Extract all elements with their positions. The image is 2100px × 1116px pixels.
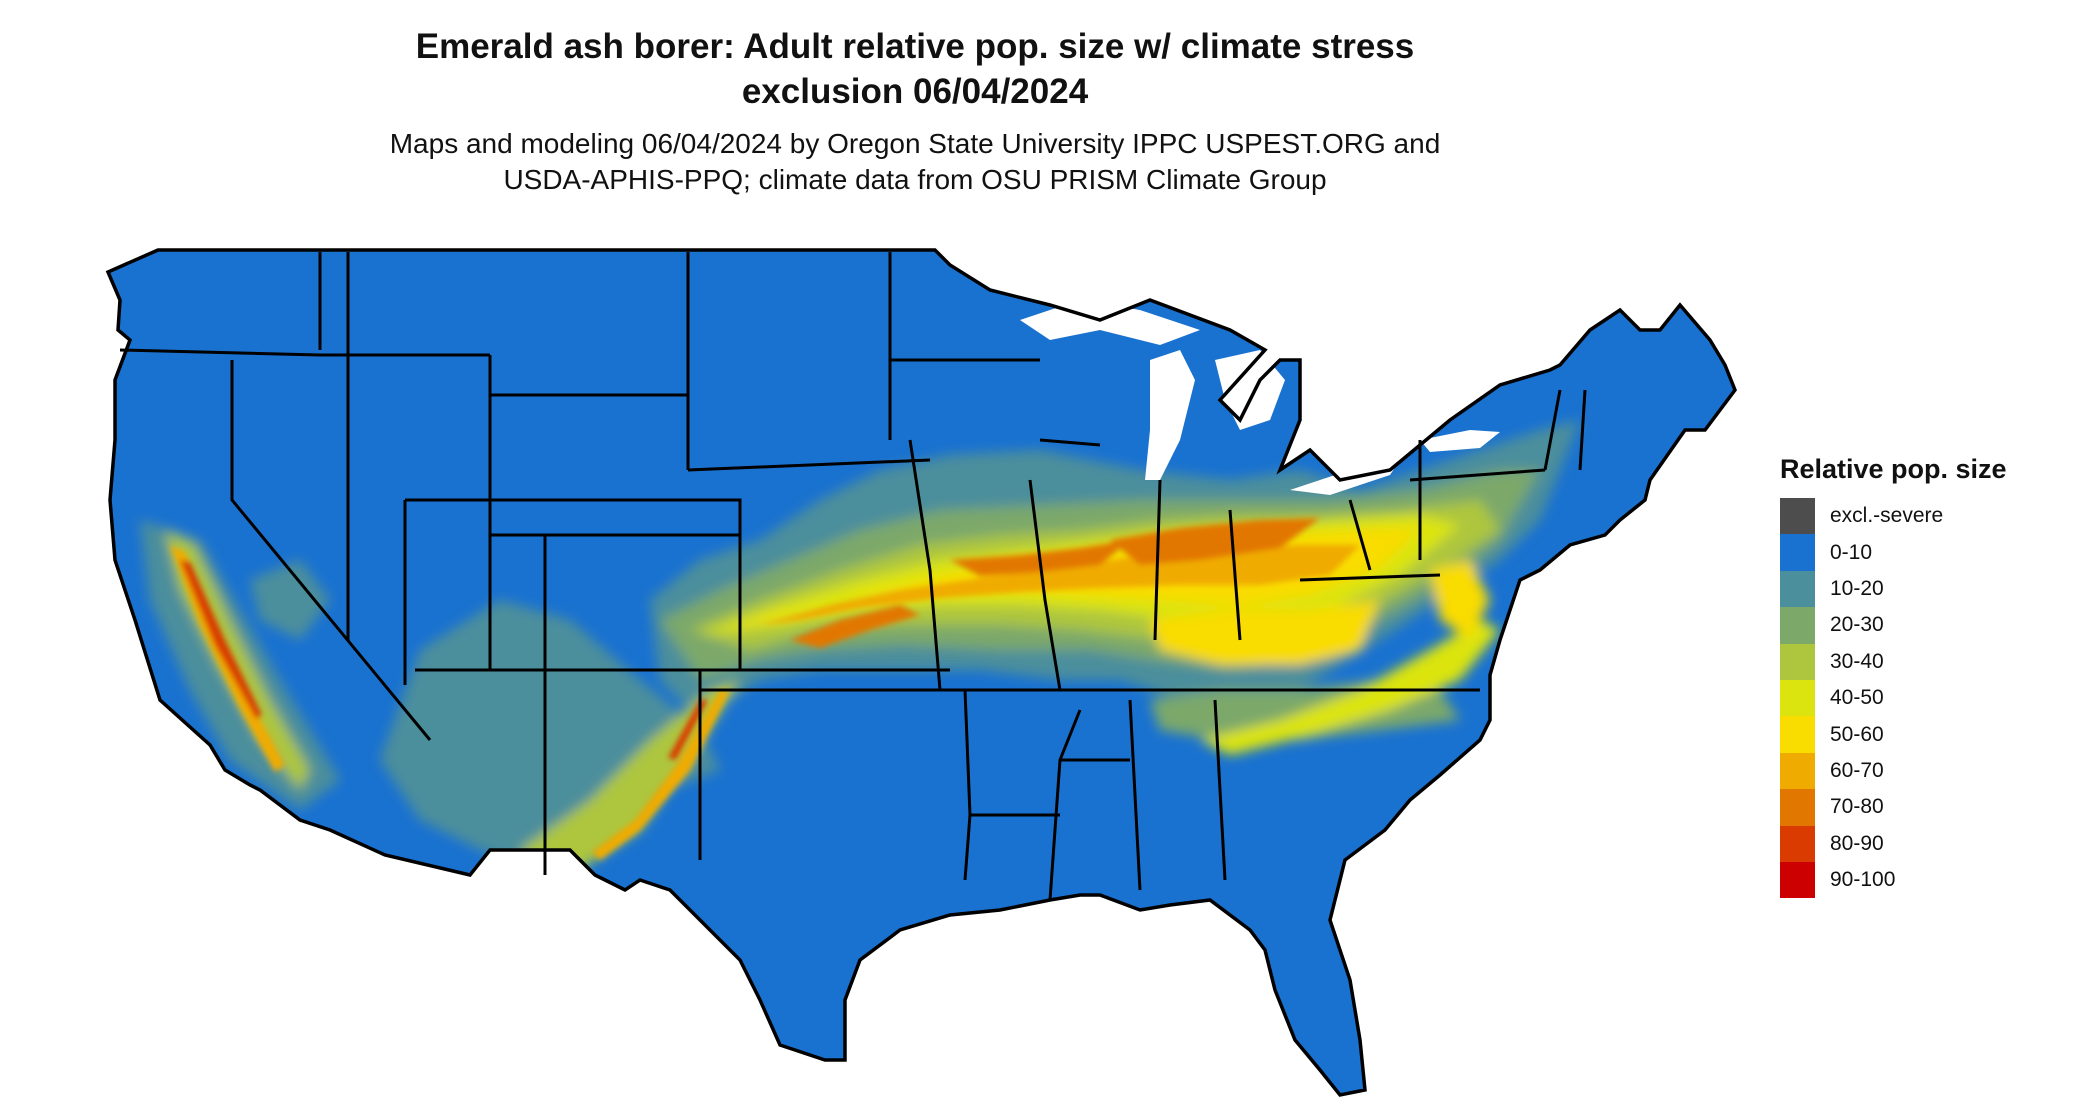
legend-item: 30-40 — [1780, 643, 2080, 680]
zone-70-80-ohio — [1110, 518, 1320, 565]
legend-swatch — [1780, 534, 1815, 571]
legend-item: 80-90 — [1780, 825, 2080, 862]
zone-70-80-kansas — [790, 605, 920, 648]
legend-swatch — [1780, 752, 1815, 790]
zone-50-60-ohio-valley — [1150, 600, 1380, 665]
legend-item: 10-20 — [1780, 570, 2080, 608]
legend-label: 60-70 — [1830, 758, 1884, 782]
legend-swatch — [1780, 825, 1815, 862]
legend-swatch — [1780, 498, 1815, 535]
zone-80-90-sierra-core — [180, 560, 262, 719]
legend-item: 20-30 — [1780, 607, 2080, 644]
legend-swatch — [1780, 861, 1815, 899]
legend-item: 70-80 — [1780, 789, 2080, 826]
zone-60-70-kansas-missouri — [760, 545, 1360, 625]
zone-50-60-mid-atlantic — [1430, 560, 1490, 640]
zone-60-70-rockies — [592, 690, 730, 860]
legend-swatch — [1780, 643, 1815, 680]
state-boundaries — [106, 248, 1737, 1097]
map-legend: Relative pop. size excl.-severe 0-10 10-… — [1780, 452, 2080, 899]
map-subtitle: Maps and modeling 06/04/2024 by Oregon S… — [389, 128, 1441, 159]
legend-item: 50-60 — [1780, 716, 2080, 753]
legend-label: 10-20 — [1830, 576, 1884, 600]
legend-title: Relative pop. size — [1780, 454, 2007, 484]
legend-swatch — [1780, 679, 1815, 717]
state-boundaries-vertical — [230, 252, 1587, 901]
lake-ontario — [1420, 430, 1500, 452]
map-title-line-2: exclusion 06/04/2024 — [741, 72, 1089, 111]
lake-michigan — [1145, 350, 1195, 480]
legend-label: excl.-severe — [1830, 504, 1944, 528]
zone-10-20-nevada — [250, 560, 330, 640]
legend-item: 40-50 — [1780, 679, 2080, 717]
legend-item: 90-100 — [1780, 861, 2080, 899]
legend-swatch — [1780, 607, 1815, 644]
legend-swatch — [1780, 570, 1815, 608]
map-title: Emerald ash borer: Adult relative pop. s… — [415, 27, 1415, 66]
map-subtitle-line-2: USDA-APHIS-PPQ; climate data from OSU PR… — [503, 164, 1327, 195]
state-boundaries-horizontal — [119, 348, 1546, 817]
legend-swatch — [1780, 789, 1815, 826]
legend-label: 80-90 — [1830, 831, 1884, 855]
legend-label: 70-80 — [1830, 795, 1884, 819]
zone-40-50-appalachia — [1200, 620, 1500, 755]
legend-label: 30-40 — [1830, 649, 1884, 673]
legend-item: excl.-severe — [1780, 498, 2080, 535]
legend-item: 60-70 — [1780, 752, 2080, 790]
legend-label: 40-50 — [1830, 686, 1884, 710]
legend-swatch — [1780, 716, 1815, 753]
legend-label: 90-100 — [1830, 868, 1896, 892]
zone-80-90-front-range — [668, 700, 708, 760]
legend-label: 50-60 — [1830, 722, 1884, 746]
legend-label: 20-30 — [1830, 613, 1884, 637]
legend-label: 0-10 — [1830, 540, 1873, 564]
legend-item: 0-10 — [1780, 534, 2080, 571]
